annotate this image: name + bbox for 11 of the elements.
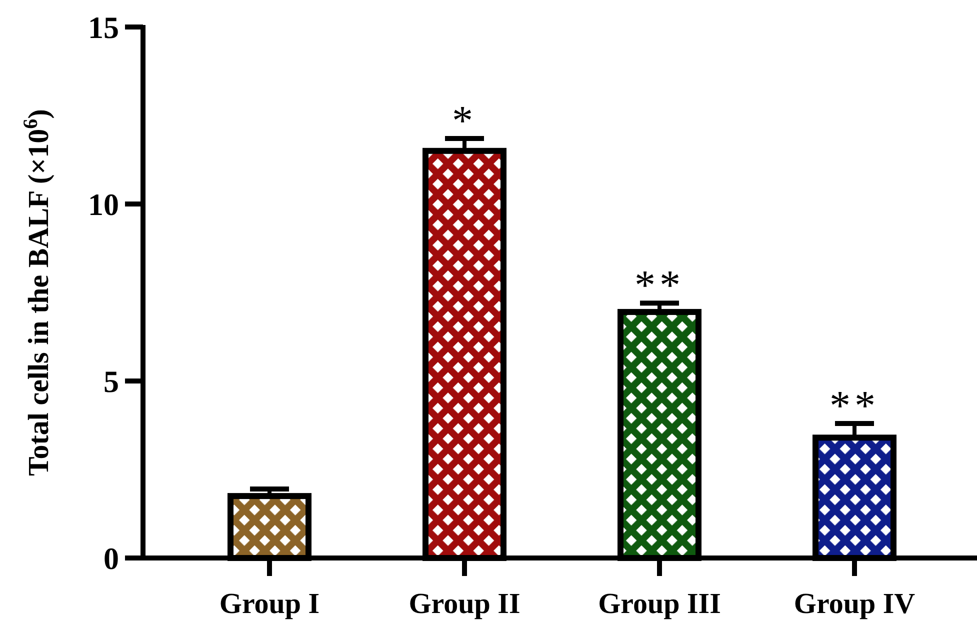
- x-tick-label: Group IV: [794, 588, 916, 620]
- annotation: *: [452, 98, 477, 145]
- y-tick-label: 5: [104, 364, 119, 399]
- x-tick-label: Group III: [598, 588, 721, 620]
- annotation: **: [830, 383, 880, 430]
- x-tick-label: Group II: [408, 588, 520, 620]
- y-tick-label: 15: [88, 10, 119, 45]
- y-tick-label: 10: [88, 186, 119, 222]
- y-tick-label: 0: [104, 540, 119, 576]
- annotation: **: [634, 263, 684, 310]
- x-tick-label: Group I: [219, 588, 320, 620]
